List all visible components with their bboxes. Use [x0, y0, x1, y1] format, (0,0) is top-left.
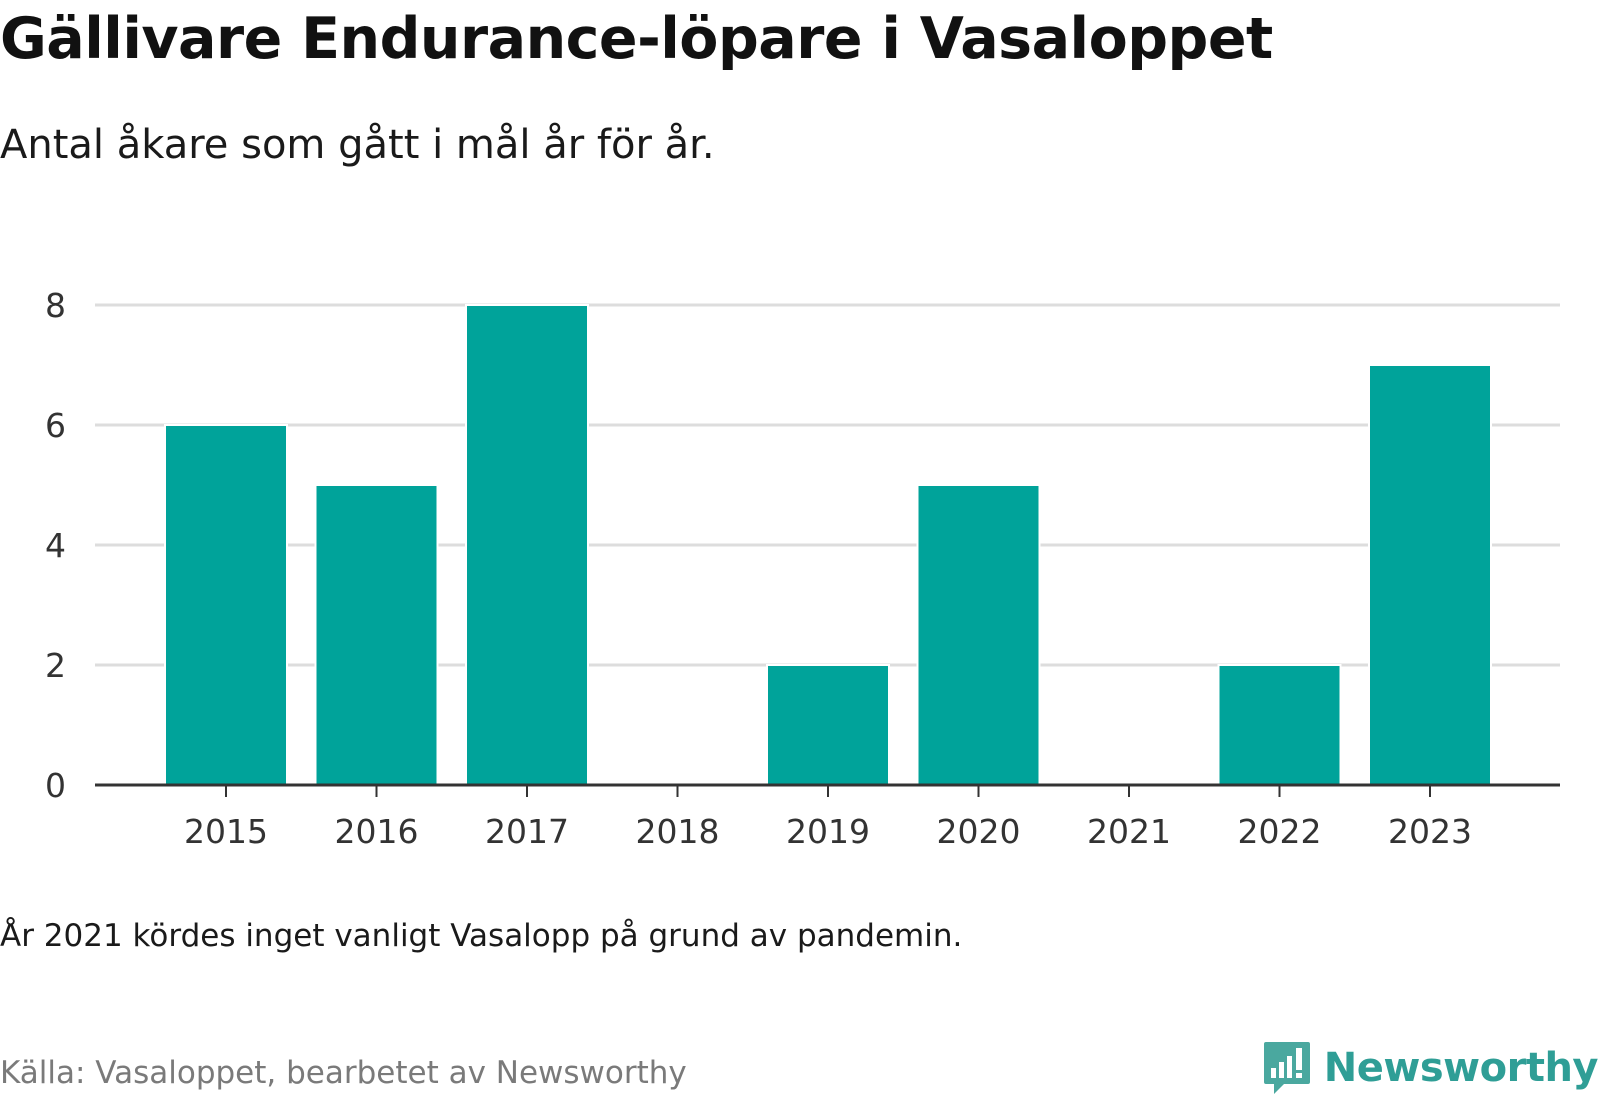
x-tick-label: 2022 [1238, 812, 1322, 851]
chart-title: Gällivare Endurance-löpare i Vasaloppet [0, 6, 1273, 72]
bar-2017 [465, 304, 589, 786]
x-tick-label: 2017 [485, 812, 569, 851]
x-tick-label: 2019 [786, 812, 870, 851]
y-tick-label: 2 [45, 646, 66, 685]
x-tick-label: 2023 [1388, 812, 1472, 851]
bar-2015 [164, 424, 288, 786]
y-tick-label: 8 [45, 286, 66, 325]
x-tick-label: 2020 [937, 812, 1021, 851]
bar-2020 [916, 484, 1041, 786]
bar-chart-speech-bubble-icon [1263, 1042, 1310, 1094]
y-tick-label: 0 [45, 766, 66, 805]
source-credit: Källa: Vasaloppet, bearbetet av Newswort… [0, 1055, 687, 1091]
y-tick-label: 4 [45, 526, 66, 565]
logo-text: Newsworthy [1323, 1045, 1599, 1091]
chart-subtitle: Antal åkare som gått i mål år för år. [0, 122, 715, 168]
x-tick-label: 2018 [636, 812, 720, 851]
x-tick-label: 2016 [335, 812, 419, 851]
x-tick-label: 2015 [184, 812, 268, 851]
y-tick-label: 6 [45, 406, 66, 445]
bar-2016 [314, 484, 439, 786]
bar-2022 [1217, 664, 1342, 786]
bar-chart: 0 2 4 6 8 2015 2016 2017 2018 2019 2020 2021 2022 202… [45, 286, 1560, 851]
chart-note: År 2021 kördes inget vanligt Vasalopp på… [0, 918, 963, 954]
bar-2023 [1368, 364, 1492, 786]
bar-2019 [766, 664, 890, 786]
x-tick-label: 2021 [1087, 812, 1171, 851]
newsworthy-logo[interactable]: Newsworthy [1262, 1040, 1599, 1096]
